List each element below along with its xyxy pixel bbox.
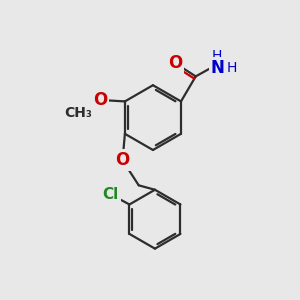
Text: H: H: [212, 50, 222, 63]
Text: Cl: Cl: [102, 187, 119, 202]
Text: O: O: [116, 151, 130, 169]
Text: CH₃: CH₃: [64, 106, 92, 120]
Text: H: H: [227, 61, 237, 75]
Text: N: N: [211, 58, 224, 76]
Text: O: O: [168, 54, 182, 72]
Text: O: O: [93, 91, 107, 109]
